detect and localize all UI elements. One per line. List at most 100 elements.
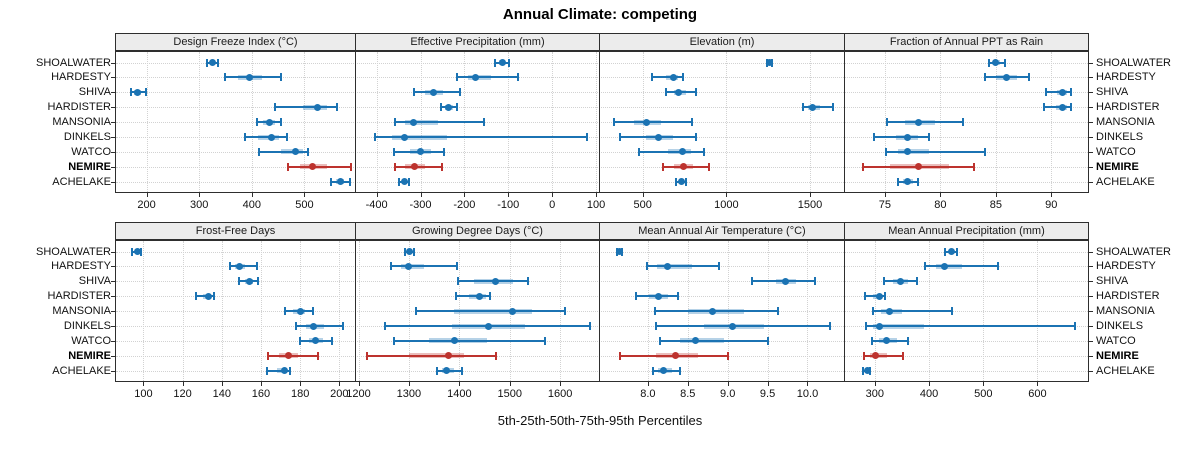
site-label-right: WATCO [1096,145,1136,158]
median-dot [291,148,299,156]
x-axis-tick-label: 300 [865,388,884,400]
median-dot [1058,103,1066,111]
site-label-left: HARDESTY [51,260,111,273]
x-axis-tick-label: -400 [365,199,388,211]
x-axis-tick-label: 9.0 [720,388,736,400]
site-label-right: HARDESTY [1096,71,1156,84]
median-dot [882,337,890,345]
median-dot [871,352,879,360]
x-axis-tick [727,382,729,386]
row-gridline [116,326,1088,327]
site-label-right: NEMIRE [1096,349,1139,362]
whisker-cap-95th [717,262,720,271]
whisker-cap-95th [951,307,954,316]
site-label-left: ACHELAKE [52,364,111,377]
site-label-right: ACHELAKE [1096,364,1155,377]
median-dot [808,103,816,111]
whisker-5-95 [865,325,1076,327]
whisker-cap-5th [872,133,875,141]
whisker-cap-95th [831,103,834,112]
y-axis-tick-right [1089,370,1093,372]
whisker-cap-5th [398,177,401,186]
y-axis-tick-right [1089,326,1093,327]
x-axis-tick-label: 1500 [497,388,522,400]
x-axis-tick [810,193,812,197]
whisker-cap-5th [988,58,991,67]
y-axis-tick-left [111,296,115,298]
median-dot [444,352,452,360]
tick-gridline [304,52,306,192]
median-dot [246,73,254,81]
median-dot [268,133,276,141]
median-dot [669,73,677,81]
tick-gridline [358,241,360,381]
x-axis-tick [420,193,422,197]
whisker-cap-95th [685,177,688,186]
median-dot [409,118,417,126]
whisker-cap-5th [329,177,332,186]
row-gridline [116,340,1088,342]
whisker-cap-95th [682,73,685,82]
whisker-cap-5th [284,307,287,316]
whisker-cap-5th [862,351,865,360]
whisker-cap-95th [690,118,693,127]
panel-header: Fraction of Annual PPT as Rain [844,33,1089,51]
whisker-5-95 [244,136,288,138]
whisker-5-95 [647,265,719,268]
median-dot [947,248,955,255]
whisker-5-95 [393,339,546,342]
y-axis-tick-left [111,166,115,168]
panel-title: Growing Degree Days (°C) [412,225,543,237]
x-axis-tick [509,382,511,386]
row-gridline [116,266,1088,268]
whisker-cap-5th [266,351,269,360]
whisker-cap-5th [654,322,657,330]
x-axis-tick [1051,193,1053,197]
median-dot [678,148,686,156]
whisker-cap-95th [306,147,309,156]
site-label-left: SHOALWATER [36,56,111,69]
whisker-cap-5th [664,88,667,97]
whisker-cap-5th [751,277,754,286]
whisker-cap-5th [886,118,889,127]
whisker-cap-5th [415,307,418,316]
whisker-cap-95th [517,73,520,82]
whisker-cap-5th [287,162,290,171]
row-gridline [116,77,1088,79]
whisker-cap-95th [902,351,905,360]
median-dot [992,59,1000,66]
site-label-left: SHOALWATER [36,245,111,258]
whisker-cap-5th [658,336,661,345]
site-label-right: DINKELS [1096,131,1144,143]
row-gridline [116,181,1088,183]
panel-title: Frost-Free Days [195,225,276,237]
row-gridline [116,281,1088,283]
whisker-5-95 [229,265,258,268]
x-axis-tick-label: -100 [497,199,520,211]
y-axis-tick-right [1089,77,1093,79]
median-dot [313,103,321,111]
whisker-cap-5th [1042,103,1045,112]
y-axis-tick-left [111,122,115,124]
median-dot [903,178,911,186]
y-axis-tick-right [1089,151,1093,153]
x-axis-tick [146,193,148,197]
whisker-cap-5th [394,118,397,127]
whisker-cap-95th [677,292,680,301]
median-dot [498,59,506,66]
whisker-cap-95th [316,351,319,360]
median-dot [1003,73,1011,81]
whisker-cap-95th [916,277,919,286]
site-label-right: SHOALWATER [1096,56,1171,69]
x-axis-tick [995,193,997,197]
y-axis-tick-right [1089,181,1093,183]
percentiles-caption: 5th-25th-50th-75th-95th Percentiles [497,413,703,428]
whisker-cap-5th [255,118,258,127]
whisker-cap-95th [955,247,958,256]
median-dot [308,163,316,171]
site-label-left: DINKELS [63,131,111,143]
row-gridline [116,92,1088,94]
whisker-cap-95th [828,322,831,330]
row-gridline [116,355,1088,357]
whisker-cap-5th [390,262,393,271]
